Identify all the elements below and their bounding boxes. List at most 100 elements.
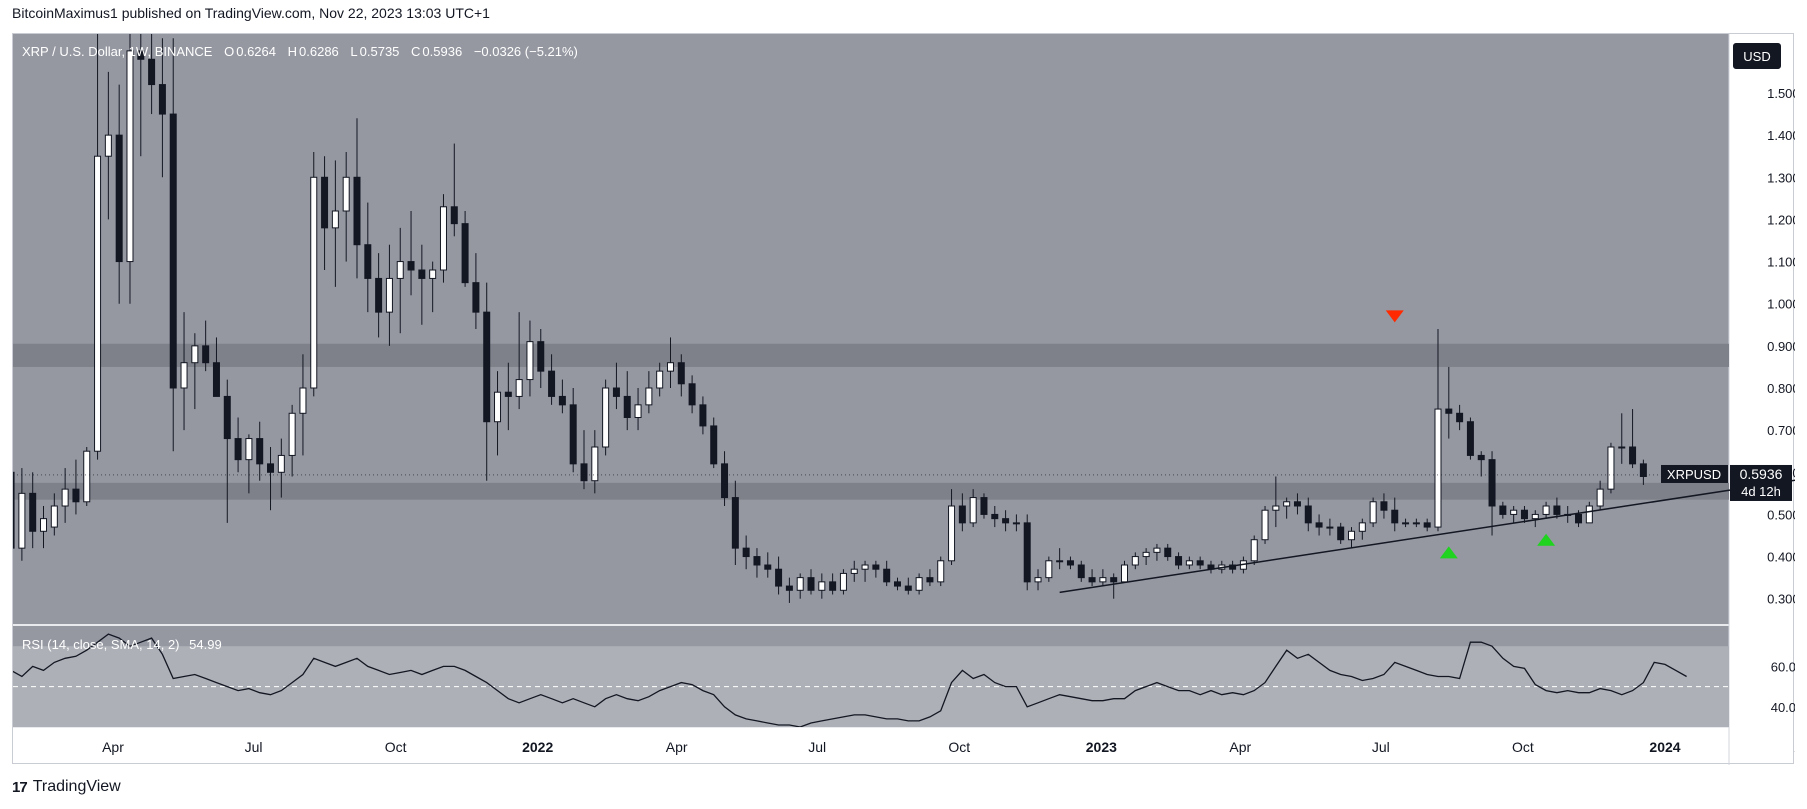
candle-body — [1034, 577, 1042, 583]
candle-body — [1607, 446, 1615, 490]
price-tag-bg — [1730, 464, 1792, 501]
candle — [1531, 510, 1539, 528]
candle-body — [94, 155, 102, 452]
candle-body — [267, 463, 275, 473]
candle — [1196, 556, 1204, 570]
candle — [1629, 409, 1637, 469]
candle — [461, 211, 469, 287]
currency-button[interactable]: USD — [1732, 42, 1782, 70]
candle-body — [839, 572, 847, 591]
candle-body — [742, 547, 750, 558]
candle-body — [602, 387, 610, 448]
candle-body — [861, 564, 869, 570]
candle — [299, 354, 307, 456]
candle — [1445, 366, 1453, 439]
symbol-title[interactable]: XRP / U.S. Dollar, 1W, BINANCE — [22, 44, 213, 59]
candle — [1023, 514, 1031, 591]
time-axis-tick: Jul — [808, 739, 826, 755]
candle — [1131, 552, 1139, 570]
candle — [1002, 510, 1010, 532]
rsi-legend[interactable]: RSI (14, close, SMA, 14, 2) 54.99 — [22, 637, 222, 652]
candle-body — [1142, 551, 1150, 558]
green-up-arrow-icon — [1439, 546, 1458, 559]
candle — [1326, 518, 1334, 536]
time-axis-tick: Oct — [385, 739, 407, 755]
time-axis-tick: Jul — [245, 739, 263, 755]
low-label: L — [350, 44, 358, 59]
close-label: C — [411, 44, 421, 59]
candle-body — [958, 505, 966, 524]
candle — [926, 569, 934, 587]
footer-brand[interactable]: 17 TradingView — [12, 778, 121, 796]
candle-body — [1326, 526, 1334, 529]
candle — [904, 577, 912, 595]
candle — [1272, 476, 1280, 528]
candle-body — [904, 585, 912, 591]
candle — [656, 362, 664, 397]
candle-body — [623, 395, 631, 418]
candle — [1088, 569, 1096, 587]
candle-body — [980, 497, 988, 515]
candle — [504, 362, 512, 431]
candle-body — [666, 362, 674, 372]
candle-body — [104, 134, 112, 157]
candle-body — [245, 438, 253, 461]
candle-body — [1391, 509, 1399, 524]
candle-body — [699, 404, 707, 427]
candle — [277, 438, 285, 498]
candle-body — [948, 505, 956, 562]
candle-body — [1283, 501, 1291, 507]
rsi-axis-tick: 60.00 — [1771, 659, 1795, 674]
candle-body — [1466, 421, 1474, 456]
candle-body — [472, 282, 480, 313]
candle-body — [1185, 560, 1193, 566]
candle — [1456, 404, 1464, 431]
candles — [13, 34, 1647, 603]
candle-body — [1596, 488, 1604, 507]
candle-body — [483, 311, 491, 423]
candle-body — [969, 497, 977, 524]
candle-body — [688, 383, 696, 406]
candle-body — [1099, 577, 1107, 583]
candle-body — [331, 210, 339, 229]
candle — [677, 354, 685, 397]
candle-body — [169, 113, 177, 389]
candle-body — [883, 568, 891, 583]
candle-body — [191, 345, 199, 364]
candle-body — [439, 206, 447, 271]
candle-body — [526, 341, 534, 381]
candle-body — [375, 277, 383, 313]
candle — [1477, 451, 1485, 477]
candle-body — [1272, 505, 1280, 511]
candle-body — [850, 568, 858, 574]
time-axis-tick: Oct — [1512, 739, 1534, 755]
candle-body — [148, 58, 156, 86]
candle — [1293, 493, 1301, 515]
candle-body — [396, 261, 404, 279]
candle — [1304, 497, 1312, 532]
rsi-axis-tick: 40.00 — [1771, 700, 1795, 715]
candle-body — [753, 556, 761, 566]
candle-body — [1629, 446, 1637, 465]
candle-body — [61, 488, 69, 507]
time-axis-tick: Apr — [102, 739, 124, 755]
candle — [115, 84, 123, 304]
candle — [1283, 497, 1291, 519]
resistance-zone-1 — [13, 343, 1729, 367]
candle-body — [418, 269, 426, 279]
candle — [191, 333, 199, 410]
candle — [710, 417, 718, 469]
candle-body — [1575, 513, 1583, 524]
candle-body — [818, 581, 826, 591]
chart-container[interactable]: 0.30000.40000.50000.60000.70000.80000.90… — [12, 33, 1795, 765]
candle — [1488, 451, 1496, 536]
candle-body — [872, 564, 880, 570]
chart-svg[interactable]: 0.30000.40000.50000.60000.70000.80000.90… — [13, 34, 1795, 765]
candle-body — [569, 404, 577, 465]
candle-body — [1175, 556, 1183, 566]
change-value: −0.0326 (−5.21%) — [473, 44, 578, 59]
candle-body — [807, 577, 815, 591]
candle-body — [1261, 509, 1269, 541]
candle — [580, 430, 588, 490]
candle-body — [1012, 522, 1020, 525]
